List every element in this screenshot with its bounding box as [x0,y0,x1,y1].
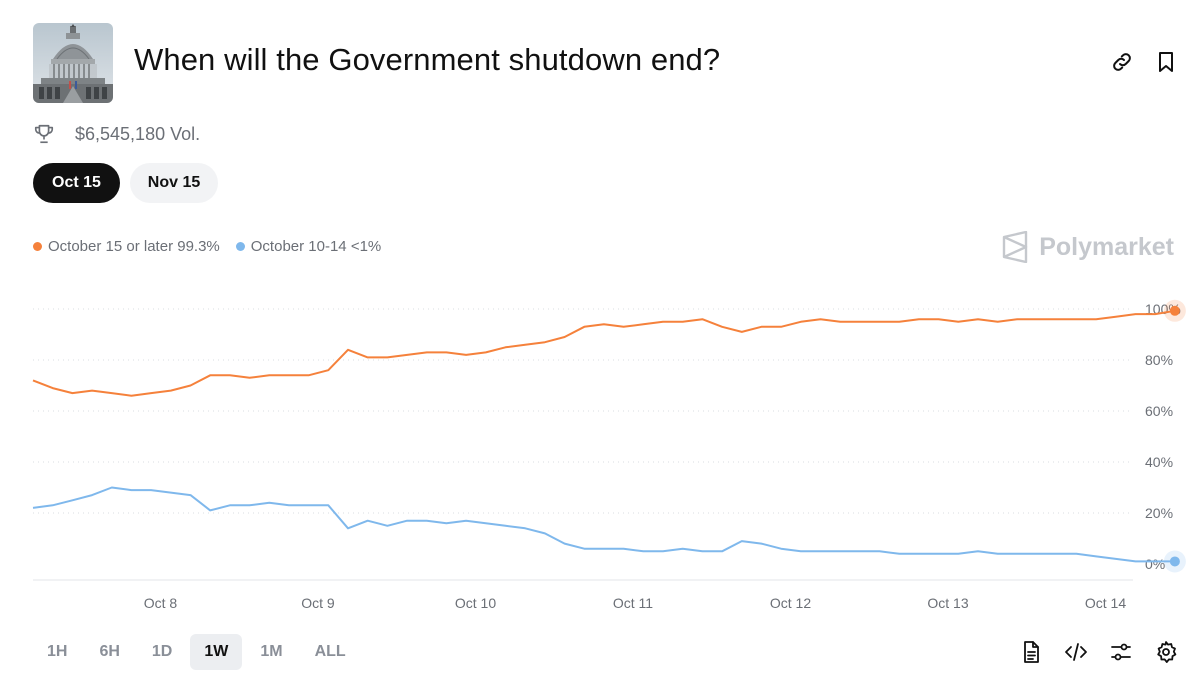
series-line-1 [32,486,1175,563]
time-range-selector: 1H 6H 1D 1W 1M ALL [33,634,364,670]
x-tick-label: Oct 9 [301,595,335,611]
sliders-icon[interactable] [1109,640,1133,664]
y-tick-label: 20% [1145,505,1173,521]
x-tick-label: Oct 10 [455,595,496,611]
chart-legend: October 15 or later 99.3% October 10-14 … [33,238,397,255]
range-1h[interactable]: 1H [47,643,68,660]
code-icon[interactable] [1064,640,1088,664]
polymarket-logo-icon [1003,231,1028,263]
legend-item: October 10-14 <1% [235,238,382,255]
date-tab-oct-15[interactable]: Oct 15 [33,163,120,203]
legend-dot-orange [33,242,42,251]
x-tick-label: Oct 14 [1085,595,1126,611]
legend-label: October 10-14 <1% [250,238,382,255]
link-icon[interactable] [1110,50,1134,74]
document-icon[interactable] [1019,640,1043,664]
x-tick-label: Oct 11 [613,595,653,611]
y-tick-label: 0% [1145,556,1165,572]
price-chart[interactable]: 0%20%40%60%80%100% Oct 8 Oct 9 Oct 10 Oct 1… [0,280,1204,620]
y-tick-label: 40% [1145,454,1173,470]
range-1m[interactable]: 1M [260,643,283,660]
range-6h[interactable]: 6H [99,643,120,660]
y-tick-label: 80% [1145,352,1173,368]
volume-row: $6,545,180 Vol. [33,123,200,145]
legend-dot-blue [235,242,245,251]
market-title: When will the Government shutdown end? [134,42,721,77]
y-tick-label: 60% [1145,403,1173,419]
legend-item: October 15 or later 99.3% [33,238,220,255]
x-tick-label: Oct 8 [144,595,178,611]
bookmark-icon[interactable] [1154,50,1178,74]
range-all[interactable]: ALL [314,643,346,660]
range-1d[interactable]: 1D [151,643,173,660]
brand-name: Polymarket [1039,232,1174,261]
series-end-dot [1169,556,1180,567]
trophy-icon [34,124,54,144]
polymarket-watermark: Polymarket [1001,231,1174,263]
settings-icon[interactable] [1154,640,1178,664]
x-tick-label: Oct 13 [927,595,968,611]
range-1w[interactable]: 1W [190,634,243,670]
x-tick-label: Oct 12 [770,595,811,611]
series-line-0 [32,309,1176,397]
legend-label: October 15 or later 99.3% [48,238,220,255]
series-end-dot [1169,305,1180,316]
volume-text: $6,545,180 Vol. [75,123,201,144]
date-tab-nov-15[interactable]: Nov 15 [130,163,218,203]
market-thumbnail [33,23,113,103]
